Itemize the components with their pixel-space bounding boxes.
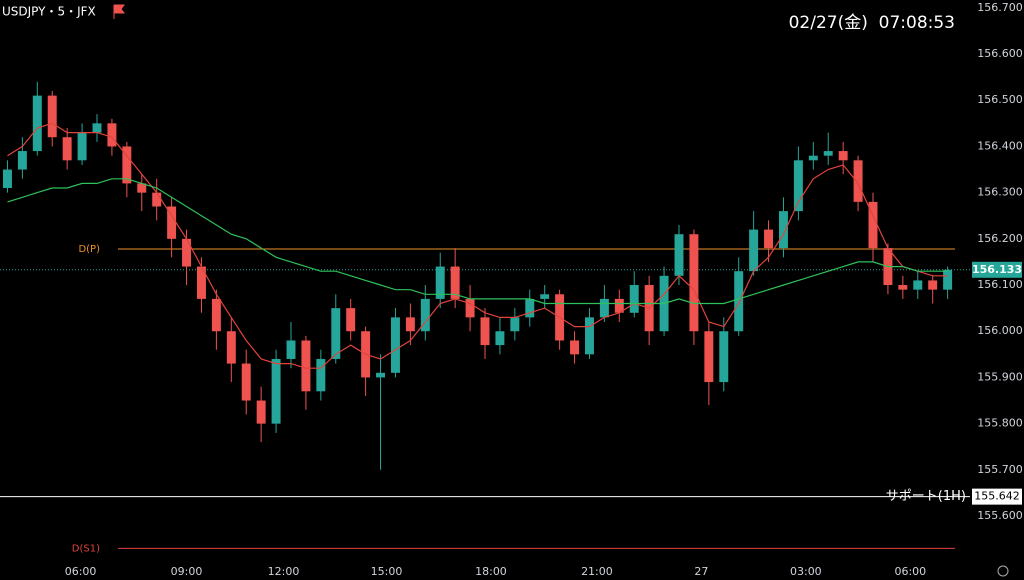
candle-body bbox=[778, 211, 788, 249]
candle-body bbox=[584, 317, 594, 355]
x-tick-label: 03:00 bbox=[790, 565, 822, 578]
candle-body bbox=[405, 317, 415, 332]
candle-body bbox=[764, 229, 774, 249]
candle-body bbox=[226, 331, 236, 364]
candle-body bbox=[137, 183, 147, 193]
y-tick-label: 156.500 bbox=[977, 93, 1023, 106]
candle-body bbox=[734, 271, 744, 332]
candle-body bbox=[435, 266, 445, 299]
x-tick-label: 21:00 bbox=[581, 565, 613, 578]
candle-body bbox=[525, 298, 535, 318]
candle-body bbox=[241, 363, 251, 401]
x-tick-label: 27 bbox=[694, 565, 708, 578]
candle-body bbox=[629, 285, 639, 313]
y-tick-label: 155.600 bbox=[977, 509, 1023, 522]
moving-average bbox=[7, 122, 948, 369]
candle-body bbox=[510, 317, 520, 332]
y-tick-label: 156.100 bbox=[977, 278, 1023, 291]
candle-body bbox=[77, 132, 87, 161]
moving-average bbox=[7, 178, 948, 305]
candle-body bbox=[167, 206, 177, 239]
level-label: D(S1) bbox=[72, 543, 100, 554]
y-tick-label: 156.200 bbox=[977, 232, 1023, 245]
candle-body bbox=[704, 331, 714, 383]
candle-body bbox=[346, 308, 356, 332]
candle-body bbox=[182, 238, 192, 267]
candle-body bbox=[92, 123, 102, 133]
candle-body bbox=[286, 340, 296, 359]
candle-body bbox=[928, 280, 938, 290]
candle-body bbox=[196, 266, 206, 299]
candle-body bbox=[376, 372, 386, 378]
candle-body bbox=[808, 155, 818, 161]
candle-body bbox=[913, 280, 923, 290]
candle-body bbox=[599, 298, 609, 318]
candle-body bbox=[853, 160, 863, 202]
y-tick-label: 156.700 bbox=[977, 1, 1023, 14]
symbol-header: USDJPY・5・JFX bbox=[2, 5, 96, 19]
y-tick-label: 155.900 bbox=[977, 370, 1023, 383]
y-tick-label: 156.400 bbox=[977, 139, 1023, 152]
settings-icon[interactable] bbox=[997, 565, 1009, 577]
flag-icon bbox=[113, 4, 125, 19]
candle-body bbox=[898, 285, 908, 290]
support-label: サポート(1H) bbox=[886, 489, 966, 504]
candle-body bbox=[868, 201, 878, 249]
candle-body bbox=[719, 331, 729, 383]
candle-body bbox=[301, 340, 311, 392]
y-tick-label: 156.300 bbox=[977, 186, 1023, 199]
x-tick-label: 15:00 bbox=[371, 565, 403, 578]
y-tick-label: 155.800 bbox=[977, 417, 1023, 430]
last-price: 156.133 bbox=[972, 263, 1022, 276]
last-price-box bbox=[972, 261, 1022, 278]
candle-body bbox=[32, 95, 42, 152]
datetime: 02/27(金) 07:08:53 bbox=[789, 13, 955, 33]
candle-body bbox=[316, 358, 326, 392]
y-tick-label: 156.000 bbox=[977, 324, 1023, 337]
candle-body bbox=[495, 331, 505, 346]
x-tick-label: 12:00 bbox=[268, 565, 300, 578]
candle-body bbox=[465, 298, 475, 318]
candle-body bbox=[749, 229, 759, 272]
candle-body bbox=[271, 358, 281, 424]
candle-body bbox=[570, 340, 580, 355]
candle-body bbox=[2, 169, 12, 189]
x-tick-label: 09:00 bbox=[171, 565, 203, 578]
candle-body bbox=[674, 234, 684, 276]
candle-body bbox=[390, 317, 400, 373]
candle-body bbox=[256, 400, 266, 424]
candle-body bbox=[540, 294, 550, 299]
candle-body bbox=[420, 298, 430, 332]
candle-body bbox=[614, 298, 624, 313]
candle-body bbox=[152, 192, 162, 207]
candle-body bbox=[838, 151, 848, 161]
candle-body bbox=[211, 298, 221, 332]
candle-body bbox=[47, 95, 57, 138]
candle-body bbox=[793, 160, 803, 212]
x-tick-label: 06:00 bbox=[894, 565, 926, 578]
candle-body bbox=[689, 234, 699, 332]
candle-body bbox=[107, 123, 117, 147]
level-label: D(P) bbox=[78, 244, 100, 255]
support-price: 155.642 bbox=[974, 490, 1020, 503]
candle-body bbox=[823, 151, 833, 156]
support-price-box bbox=[972, 488, 1022, 505]
candle-body bbox=[331, 308, 341, 359]
x-tick-label: 06:00 bbox=[65, 565, 97, 578]
candle-body bbox=[450, 266, 460, 299]
y-tick-label: 155.700 bbox=[977, 463, 1023, 476]
y-tick-label: 156.600 bbox=[977, 47, 1023, 60]
candle-body bbox=[17, 151, 27, 170]
candle-body bbox=[480, 317, 490, 346]
candle-body bbox=[62, 137, 72, 161]
candle-body bbox=[943, 269, 953, 290]
candle-body bbox=[122, 146, 132, 184]
x-tick-label: 18:00 bbox=[475, 565, 507, 578]
